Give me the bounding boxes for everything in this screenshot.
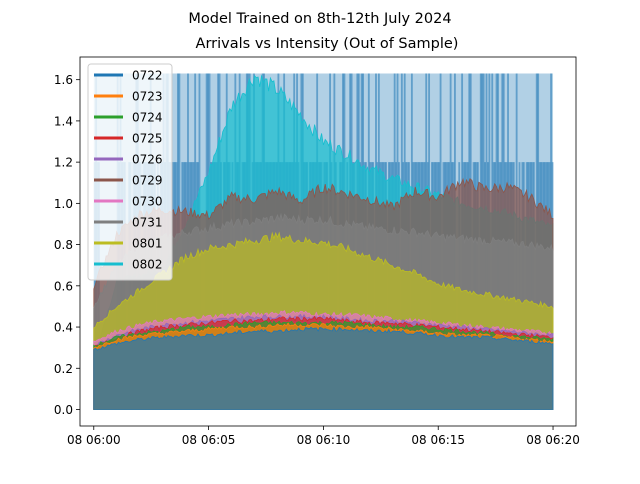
legend-label-0726: 0726 [132, 153, 163, 167]
y-tick-label: 0.8 [54, 238, 73, 252]
x-tick-label: 08 06:20 [526, 433, 580, 447]
y-tick-label: 1.6 [54, 73, 73, 87]
y-tick-label: 0.0 [54, 403, 73, 417]
series-0722-area [94, 327, 553, 409]
legend-label-0802: 0802 [132, 258, 163, 272]
x-tick-label: 08 06:10 [297, 433, 351, 447]
y-tick-label: 1.4 [54, 114, 73, 128]
legend-label-0722: 0722 [132, 69, 163, 83]
x-tick-label: 08 06:15 [411, 433, 465, 447]
legend-label-0724: 0724 [132, 111, 163, 125]
y-tick-label: 0.4 [54, 321, 73, 335]
legend-label-0729: 0729 [132, 174, 163, 188]
legend-label-0730: 0730 [132, 195, 163, 209]
y-tick-label: 0.6 [54, 279, 73, 293]
legend: 0722 0723 0724 0725 0726 0729 0730 0731 0801 0802 [88, 64, 172, 280]
y-tick-label: 1.0 [54, 197, 73, 211]
y-tick-label: 0.2 [54, 362, 73, 376]
x-tick-label: 08 06:05 [182, 433, 236, 447]
legend-label-0731: 0731 [132, 216, 163, 230]
chart-title: Model Trained on 8th-12th July 2024 [188, 11, 451, 27]
x-tick-label: 08 06:00 [67, 433, 121, 447]
legend-label-0801: 0801 [132, 237, 163, 251]
legend-label-0725: 0725 [132, 132, 163, 146]
legend-label-0723: 0723 [132, 90, 163, 104]
y-tick-label: 1.2 [54, 156, 73, 170]
chart-subtitle: Arrivals vs Intensity (Out of Sample) [196, 36, 459, 52]
